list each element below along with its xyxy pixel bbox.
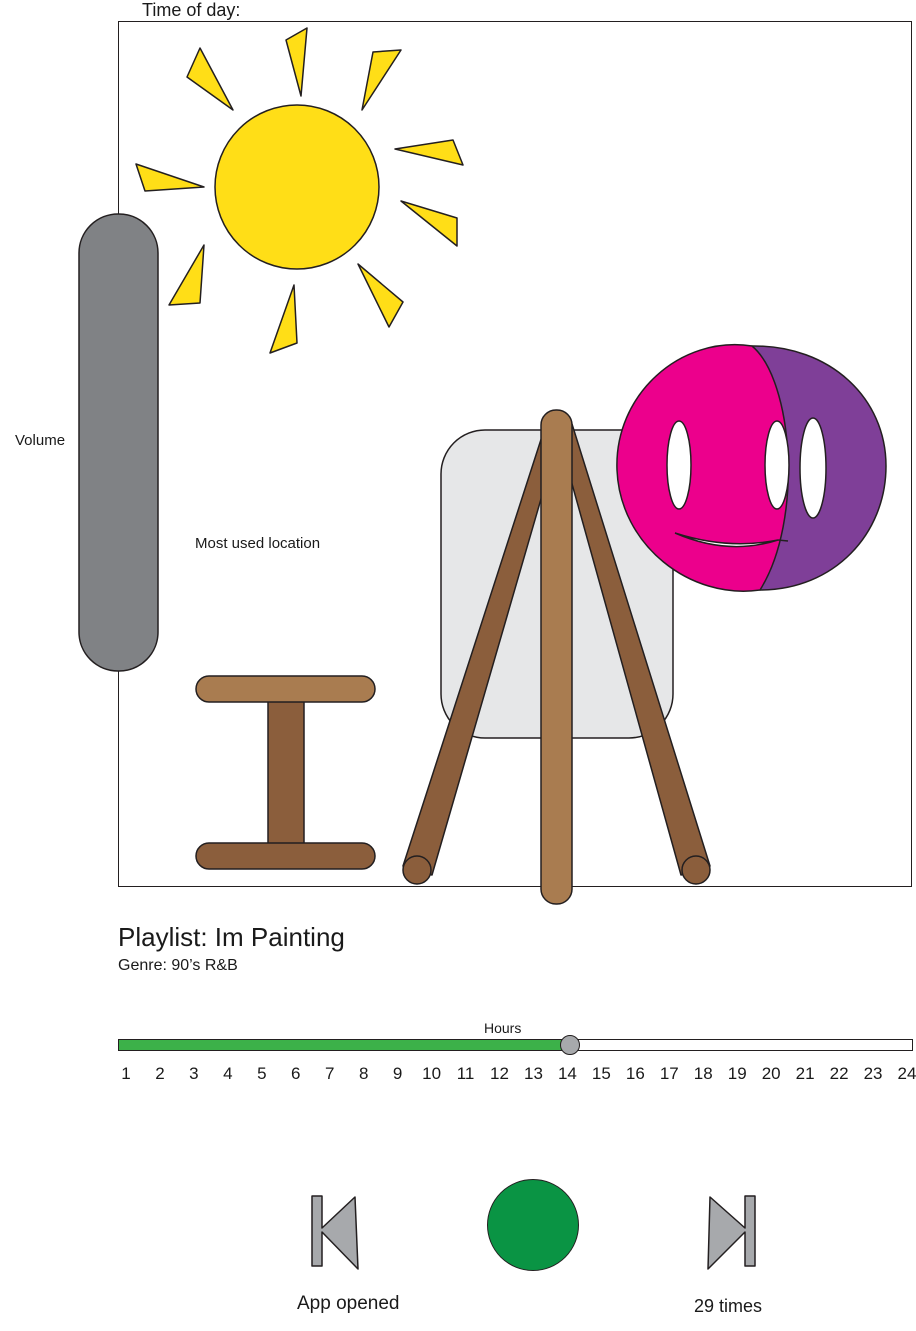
hour-tick-13: 13: [524, 1064, 543, 1083]
hour-tick-10: 10: [422, 1064, 442, 1083]
hour-tick-3: 3: [189, 1064, 199, 1083]
most-used-location-label: Most used location: [195, 535, 321, 552]
hour-tick-8: 8: [358, 1064, 369, 1083]
hour-tick-5: 5: [257, 1064, 267, 1083]
volume-slider[interactable]: [78, 213, 159, 672]
hour-tick-19: 19: [727, 1064, 747, 1083]
skip-forward-icon[interactable]: [707, 1195, 756, 1270]
times-count-label: 29 times: [694, 1296, 763, 1316]
hour-tick-24: 24: [897, 1064, 916, 1083]
hour-tick-21: 21: [795, 1064, 815, 1083]
timeline-handle[interactable]: [560, 1035, 581, 1055]
hour-tick-12: 12: [490, 1064, 509, 1083]
playlist-title: Playlist: Im Painting: [118, 922, 345, 952]
timeline-progress-fill: [119, 1040, 571, 1050]
play-button[interactable]: [487, 1179, 579, 1271]
app-opened-label: App opened: [297, 1293, 400, 1314]
hour-tick-2: 2: [155, 1064, 165, 1083]
theater-mask-icon: [616, 344, 887, 592]
hour-tick-4: 4: [223, 1064, 233, 1083]
hour-tick-6: 6: [291, 1064, 301, 1083]
hours-label: Hours: [484, 1020, 522, 1036]
easel-icon: [402, 409, 711, 905]
hour-tick-14: 14: [557, 1064, 577, 1083]
stool-icon: [195, 675, 376, 870]
hour-tick-11: 11: [456, 1064, 475, 1083]
skip-back-icon[interactable]: [311, 1195, 359, 1270]
hour-tick-17: 17: [659, 1064, 679, 1083]
hour-tick-22: 22: [829, 1064, 849, 1083]
hour-tick-23: 23: [863, 1064, 883, 1083]
genre-label: Genre: 90’s R&B: [118, 957, 238, 974]
hour-tick-7: 7: [325, 1064, 335, 1083]
hour-tick-1: 1: [121, 1064, 131, 1083]
hour-tick-15: 15: [591, 1064, 611, 1083]
sun-icon: [135, 27, 464, 354]
hour-tick-labels: 1 2 3 4 5 6 7 8 9 10 11 12 13 14 15 16 17 18 19 20 21 22 23 24: [118, 1064, 916, 1086]
time-of-day-label: Time of day:: [142, 0, 241, 20]
hours-timeline-slider[interactable]: [118, 1035, 913, 1055]
hour-tick-9: 9: [392, 1064, 403, 1083]
volume-label: Volume: [15, 432, 66, 449]
hour-tick-18: 18: [693, 1064, 713, 1083]
hour-tick-20: 20: [761, 1064, 781, 1083]
hour-tick-16: 16: [625, 1064, 645, 1083]
